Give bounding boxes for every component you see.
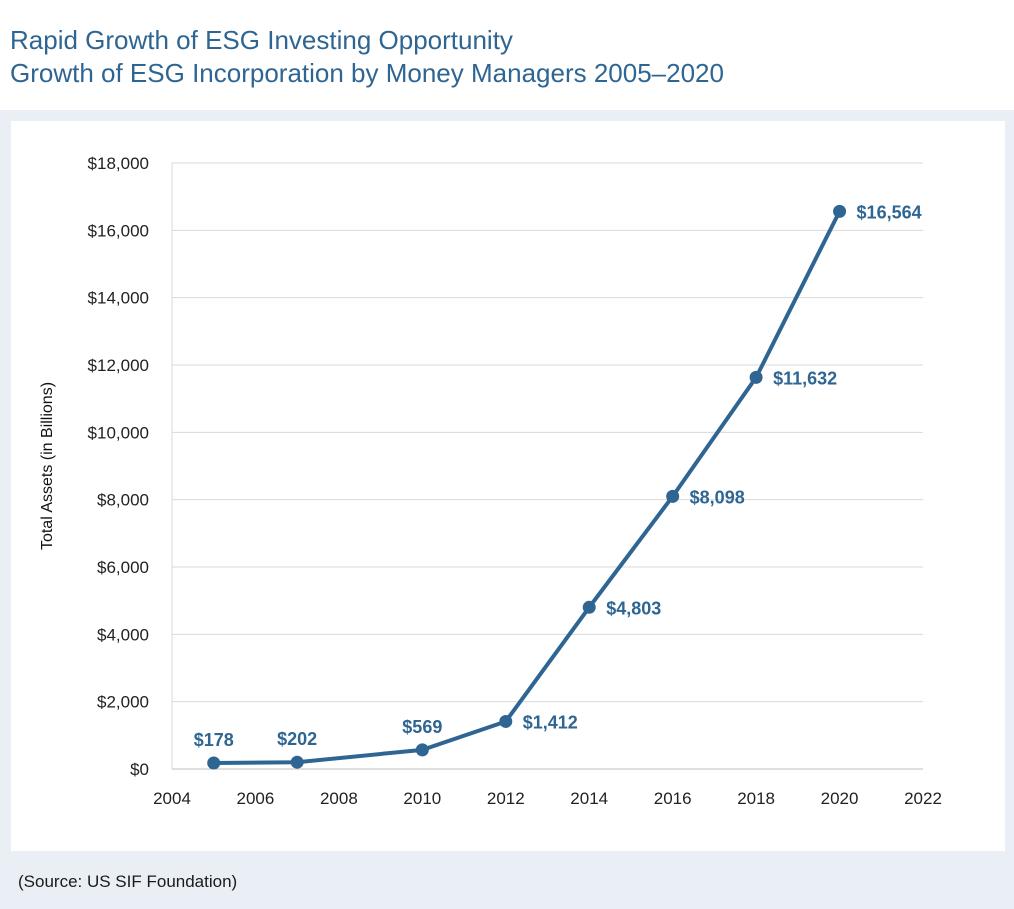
y-tick-label: $18,000 <box>88 154 149 173</box>
y-tick-label: $14,000 <box>88 289 149 308</box>
data-label: $178 <box>194 730 234 750</box>
data-labels: $178 $202 $569 $1,412 $4,803 $8,098 $11,632 $16… <box>194 202 922 750</box>
data-point <box>749 370 763 384</box>
data-points <box>207 204 847 770</box>
x-tick-label: 2008 <box>320 789 358 808</box>
data-point <box>290 755 304 769</box>
data-point <box>582 600 596 614</box>
y-tick-label: $8,000 <box>97 491 149 510</box>
y-tick-label: $16,000 <box>88 221 149 240</box>
data-label: $569 <box>402 717 442 737</box>
y-tick-label: $10,000 <box>88 423 149 442</box>
x-tick-label: 2020 <box>821 789 859 808</box>
x-tick-label: 2016 <box>654 789 692 808</box>
data-label: $4,803 <box>606 598 661 618</box>
chart-subtitle: Growth of ESG Incorporation by Money Man… <box>10 58 724 88</box>
chart-title-block: Rapid Growth of ESG Investing Opportunit… <box>10 24 724 90</box>
chart-area <box>11 121 1005 851</box>
chart-title: Rapid Growth of ESG Investing Opportunit… <box>10 25 513 55</box>
x-tick-label: 2006 <box>237 789 275 808</box>
x-tick-label: 2012 <box>487 789 525 808</box>
x-tick-label: 2022 <box>904 789 942 808</box>
data-point <box>499 714 513 728</box>
data-label: $1,412 <box>523 712 578 732</box>
gridlines <box>172 162 923 703</box>
data-point <box>833 204 847 218</box>
x-tick-label: 2014 <box>570 789 608 808</box>
y-tick-label: $2,000 <box>97 693 149 712</box>
data-label: $11,632 <box>773 368 837 388</box>
y-tick-label: $12,000 <box>88 356 149 375</box>
data-label: $8,098 <box>690 487 745 507</box>
y-tick-labels: $0 $2,000 $4,000 $6,000 $8,000 $10,000 $12,000… <box>88 154 149 779</box>
y-tick-label: $4,000 <box>97 625 149 644</box>
y-tick-label: $6,000 <box>97 558 149 577</box>
x-tick-label: 2018 <box>737 789 775 808</box>
data-point <box>666 489 680 503</box>
source-note: (Source: US SIF Foundation) <box>18 872 238 891</box>
y-tick-label: $0 <box>130 760 149 779</box>
data-label: $202 <box>277 729 317 749</box>
series-line <box>211 209 842 766</box>
data-point <box>415 743 429 757</box>
series-line-path <box>211 209 842 766</box>
axes <box>171 163 923 770</box>
data-point <box>207 756 221 770</box>
y-axis-label: Total Assets (in Billions) <box>39 382 56 550</box>
x-tick-label: 2010 <box>403 789 441 808</box>
x-tick-label: 2004 <box>153 789 191 808</box>
x-tick-labels: 2004 2006 2008 2010 2012 2014 2016 2018 2020 2022 <box>153 789 942 808</box>
data-label: $16,564 <box>857 202 922 222</box>
